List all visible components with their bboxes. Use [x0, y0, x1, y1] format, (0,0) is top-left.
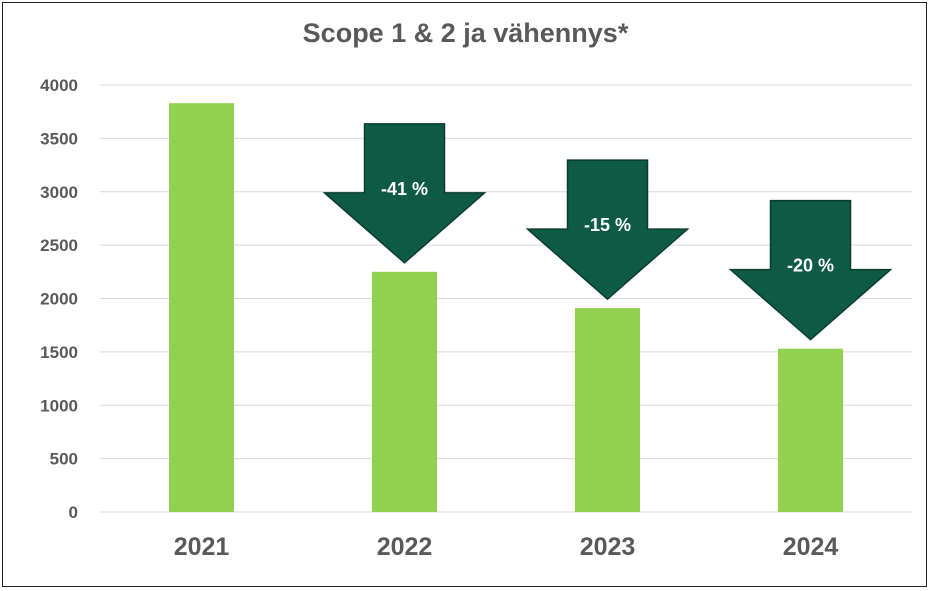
y-tick-label: 0 — [69, 503, 78, 522]
x-tick-label: 2021 — [174, 533, 230, 561]
y-tick-label: 3500 — [40, 129, 78, 148]
x-tick-label: 2024 — [783, 533, 839, 561]
reduction-label: -15 % — [584, 215, 631, 235]
y-tick-label: 1500 — [40, 343, 78, 362]
reduction-label: -41 % — [381, 179, 428, 199]
reduction-arrow-2024 — [728, 199, 893, 341]
reduction-arrow-2022 — [322, 123, 487, 264]
x-tick-label: 2022 — [377, 533, 433, 561]
bar-2022 — [372, 271, 437, 512]
x-tick-label: 2023 — [580, 533, 636, 561]
y-tick-label: 4000 — [40, 76, 78, 95]
bar-2023 — [575, 308, 640, 512]
bar-2024 — [778, 348, 843, 512]
y-tick-label: 1000 — [40, 396, 78, 415]
chart-title: Scope 1 & 2 ja vähennys* — [302, 18, 629, 48]
y-tick-label: 2000 — [40, 290, 78, 309]
reduction-arrow-2023 — [525, 159, 690, 301]
y-tick-label: 3000 — [40, 183, 78, 202]
bar-2021 — [169, 103, 234, 513]
y-tick-label: 2500 — [40, 236, 78, 255]
reduction-label: -20 % — [787, 256, 834, 276]
y-tick-label: 500 — [50, 450, 78, 469]
